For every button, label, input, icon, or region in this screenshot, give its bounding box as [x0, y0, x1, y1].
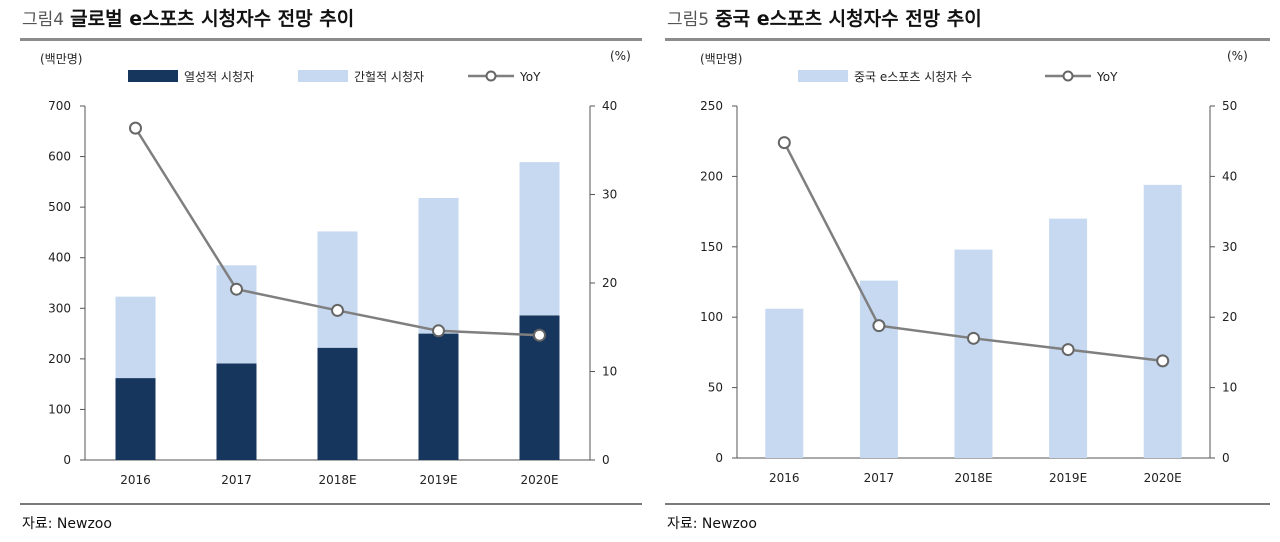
top-rule — [20, 38, 642, 41]
legend-label: 간헐적 시청자 — [354, 70, 424, 84]
bar — [519, 162, 560, 316]
figure-label: 그림4 — [22, 10, 65, 30]
y2-tick-label: 40 — [1222, 169, 1237, 183]
y2-tick-label: 40 — [602, 99, 617, 113]
figure-label: 그림5 — [667, 10, 710, 30]
y-tick-label: 400 — [48, 251, 71, 265]
y2-tick-label: 20 — [602, 276, 617, 290]
y-tick-label: 100 — [700, 310, 723, 324]
y2-tick-label: 10 — [602, 365, 617, 379]
y-tick-label: 200 — [48, 352, 71, 366]
bar — [216, 363, 257, 460]
figure-title-text: 중국 e스포츠 시청자수 전망 추이 — [715, 8, 982, 30]
x-tick-label: 2018E — [318, 473, 356, 487]
bar — [317, 347, 358, 460]
source-note: 자료: Newzoo — [22, 516, 112, 532]
bottom-rule — [20, 503, 642, 505]
figure-title-text: 글로벌 e스포츠 시청자수 전망 추이 — [70, 8, 355, 30]
bar — [115, 296, 156, 379]
legend-marker — [1062, 70, 1074, 82]
y2-axis-unit: (%) — [610, 49, 631, 63]
y-tick-label: 0 — [715, 451, 723, 465]
x-tick-label: 2020E — [520, 473, 558, 487]
x-tick-label: 2019E — [419, 473, 457, 487]
bar — [317, 231, 358, 348]
source-note: 자료: Newzoo — [667, 516, 757, 532]
x-tick-label: 2017 — [864, 471, 895, 485]
yoy-point — [1061, 343, 1075, 357]
yoy-point — [432, 324, 445, 338]
y-tick-label: 0 — [63, 453, 71, 467]
y2-tick-label: 20 — [1222, 310, 1237, 324]
yoy-point — [967, 331, 980, 345]
x-tick-label: 2016 — [120, 473, 151, 487]
figure-title: 그림5 중국 e스포츠 시청자수 전망 추이 — [667, 4, 982, 31]
bar — [115, 378, 156, 460]
bar — [418, 198, 459, 334]
legend-label: 열성적 시청자 — [184, 70, 254, 84]
y2-tick-label: 50 — [1222, 99, 1237, 113]
yoy-point — [129, 121, 142, 135]
yoy-point — [777, 136, 791, 150]
y-tick-label: 100 — [48, 402, 71, 416]
top-rule — [665, 38, 1270, 41]
figure-china-viewers: 그림5 중국 e스포츠 시청자수 전망 추이 0 50 100 150 200 250 0 1… — [655, 0, 1280, 542]
y-tick-label: 600 — [48, 150, 71, 164]
x-tick-label: 2018E — [954, 471, 992, 485]
legend-swatch — [128, 70, 178, 82]
x-tick-label: 2016 — [769, 471, 800, 485]
y2-tick-label: 30 — [602, 188, 617, 202]
bar — [1049, 218, 1088, 458]
yoy-point — [230, 282, 243, 296]
y-tick-label: 700 — [48, 99, 71, 113]
y2-axis-unit: (%) — [1227, 49, 1248, 63]
yoy-point — [533, 328, 546, 342]
y-tick-label: 250 — [700, 99, 723, 113]
legend-label: YoY — [519, 70, 541, 84]
figure-title: 그림4 글로벌 e스포츠 시청자수 전망 추이 — [22, 4, 354, 31]
yoy-point — [872, 319, 886, 333]
y-tick-label: 150 — [700, 240, 723, 254]
legend-swatch — [298, 70, 348, 82]
y2-tick-label: 0 — [602, 453, 610, 467]
yoy-point — [331, 303, 344, 317]
legend-label: YoY — [1096, 70, 1118, 84]
x-tick-label: 2019E — [1049, 471, 1087, 485]
y-axis-unit: (백만명) — [700, 52, 742, 66]
legend-marker — [485, 70, 497, 82]
y2-tick-label: 30 — [1222, 240, 1237, 254]
global-viewers-chart: 0 100 200 300 400 500 600 700 0 10 20 30 40 (백만명) (%) 2… — [40, 49, 631, 487]
y-tick-label: 50 — [708, 381, 723, 395]
x-tick-label: 2017 — [221, 473, 252, 487]
china-viewers-chart: 0 50 100 150 200 250 0 10 20 30 40 50 (백만명) (%) 2016 20… — [700, 49, 1248, 485]
legend-label: 중국 e스포츠 시청자 수 — [854, 70, 972, 84]
bar — [1143, 184, 1182, 458]
x-tick-label: 2020E — [1144, 471, 1182, 485]
y2-tick-label: 0 — [1222, 451, 1230, 465]
bar — [859, 280, 898, 458]
figure-global-viewers: 그림4 글로벌 e스포츠 시청자수 전망 추이 0 100 200 300 400 500… — [20, 4, 642, 532]
legend-swatch — [798, 70, 848, 82]
bar — [418, 333, 459, 460]
y-tick-label: 200 — [700, 169, 723, 183]
bar — [954, 249, 993, 458]
yoy-point — [1156, 354, 1170, 368]
bar — [765, 308, 804, 458]
y-tick-label: 500 — [48, 200, 71, 214]
bar — [216, 265, 257, 364]
y-axis-unit: (백만명) — [40, 52, 82, 66]
y2-tick-label: 10 — [1222, 381, 1237, 395]
y-tick-label: 300 — [48, 301, 71, 315]
bottom-rule — [665, 503, 1270, 505]
